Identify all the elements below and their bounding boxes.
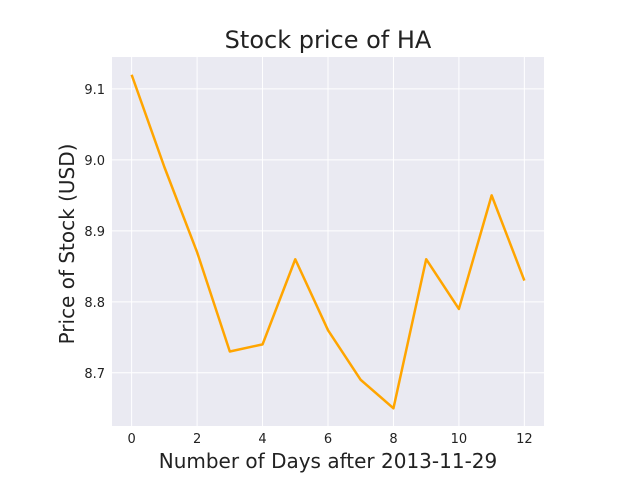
y-tick-label: 9.0 [84,154,105,169]
series-group [130,74,526,410]
y-tick-label: 9.1 [84,83,105,98]
x-tick-label: 0 [127,432,135,447]
series-line [130,74,526,410]
y-tick-label: 8.9 [84,225,105,240]
chart-title: Stock price of HA [225,26,432,54]
x-tick-label: 2 [193,432,201,447]
x-axis-label: Number of Days after 2013-11-29 [159,449,498,473]
x-tick-label: 4 [258,432,266,447]
x-tick-label: 8 [389,432,397,447]
grid [112,57,544,426]
y-tick-label: 8.8 [84,296,105,311]
x-tick-label: 10 [451,432,468,447]
x-tick-labels: 0 2 4 6 8 10 12 [127,432,532,447]
x-tick-label: 12 [516,432,533,447]
y-tick-label: 8.7 [84,367,105,382]
y-axis-label: Price of Stock (USD) [55,144,79,345]
x-tick-label: 6 [324,432,332,447]
y-tick-labels: 8.7 8.8 8.9 9.0 9.1 [84,83,105,382]
